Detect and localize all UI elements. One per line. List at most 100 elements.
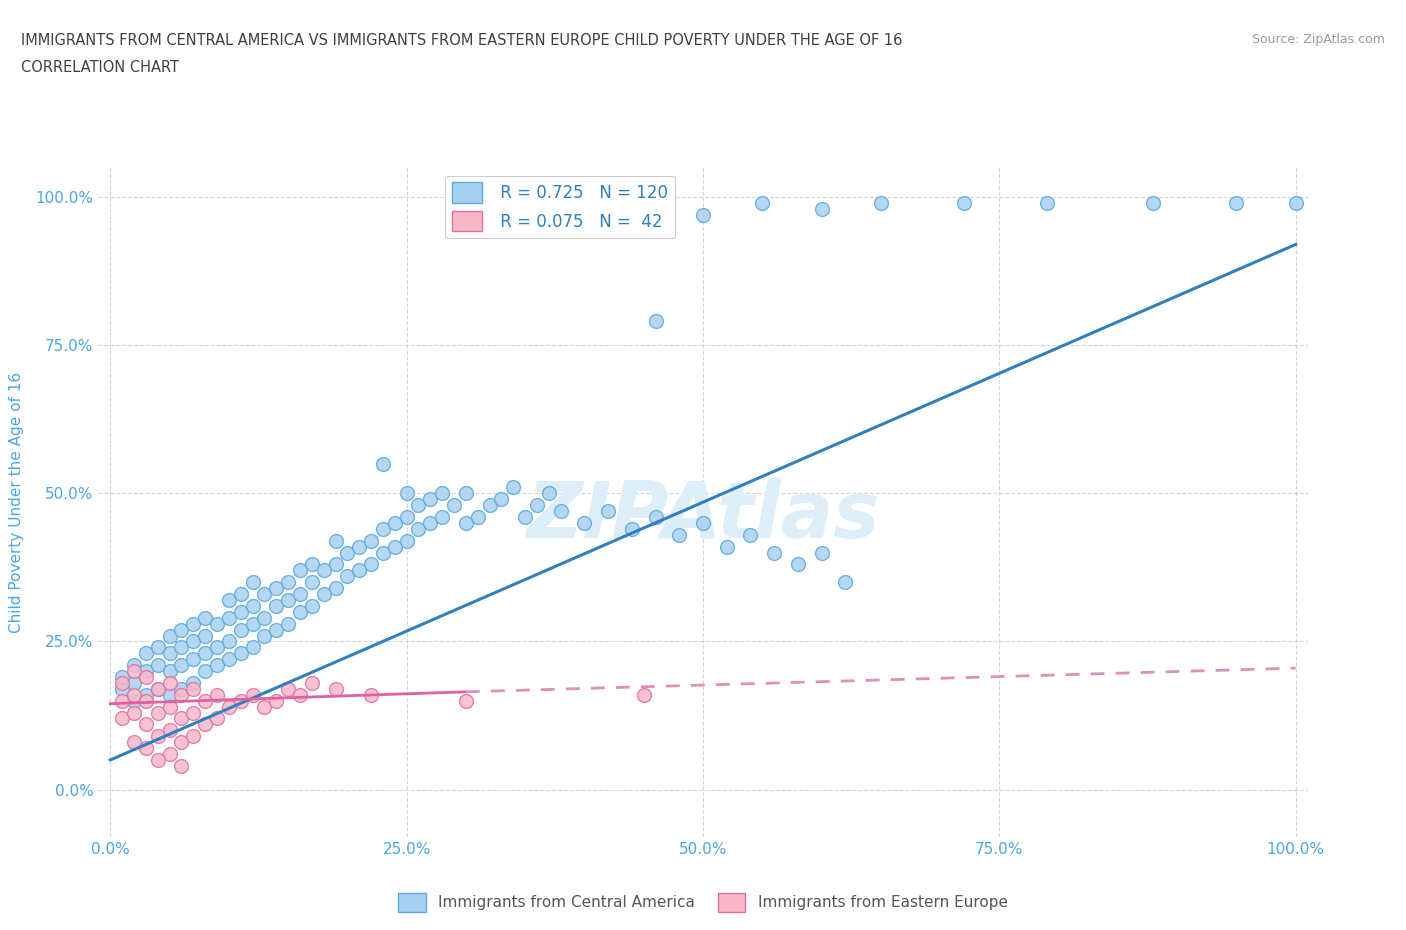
Point (170, 687, 193, 702)
Point (122, 693, 145, 708)
Point (253, 587, 276, 602)
Point (620, 522, 643, 537)
Point (454, 515, 477, 530)
Point (242, 640, 264, 655)
Point (253, 628, 276, 643)
Point (122, 675, 145, 690)
Point (952, 195, 974, 210)
Point (194, 717, 217, 732)
Point (218, 610, 240, 625)
Point (347, 563, 370, 578)
Point (716, 539, 738, 554)
Point (146, 658, 169, 672)
Point (135, 740, 157, 755)
Point (277, 617, 299, 631)
Point (253, 699, 276, 714)
Text: ZIPAtlas: ZIPAtlas (526, 478, 880, 553)
Point (384, 539, 406, 554)
Point (668, 527, 690, 542)
Point (301, 575, 323, 590)
Point (371, 545, 394, 560)
Point (170, 622, 193, 637)
Point (205, 658, 228, 672)
Point (159, 664, 181, 679)
Point (1225, 195, 1247, 210)
Point (408, 498, 430, 512)
Point (692, 515, 714, 530)
Point (395, 485, 418, 500)
Point (242, 687, 264, 702)
Point (360, 557, 382, 572)
Point (135, 693, 157, 708)
Point (810, 545, 832, 560)
Point (454, 693, 477, 708)
Point (537, 485, 560, 500)
Point (360, 687, 382, 702)
Point (277, 592, 299, 607)
Point (526, 498, 548, 512)
Point (229, 587, 252, 602)
Point (633, 687, 655, 702)
Point (194, 693, 217, 708)
Point (242, 617, 264, 631)
Point (288, 604, 311, 619)
Point (1036, 195, 1059, 210)
Point (218, 699, 240, 714)
Point (135, 687, 157, 702)
Point (205, 687, 228, 702)
Point (218, 652, 240, 667)
Text: IMMIGRANTS FROM CENTRAL AMERICA VS IMMIGRANTS FROM EASTERN EUROPE CHILD POVERTY : IMMIGRANTS FROM CENTRAL AMERICA VS IMMIG… (21, 33, 903, 47)
Point (763, 545, 786, 560)
Point (419, 492, 441, 507)
Point (277, 575, 299, 590)
Point (371, 522, 394, 537)
Point (135, 664, 157, 679)
Point (288, 563, 311, 578)
Y-axis label: Child Poverty Under the Age of 16: Child Poverty Under the Age of 16 (10, 372, 24, 632)
Point (229, 604, 252, 619)
Point (502, 480, 524, 495)
Point (122, 735, 145, 750)
Point (135, 717, 157, 732)
Point (467, 510, 489, 525)
Point (242, 599, 264, 614)
Point (135, 670, 157, 684)
Point (336, 569, 359, 584)
Point (229, 622, 252, 637)
Point (443, 498, 465, 512)
Point (264, 693, 287, 708)
Point (301, 599, 323, 614)
Point (181, 634, 204, 649)
Point (491, 492, 513, 507)
Point (432, 485, 454, 500)
Point (325, 682, 347, 697)
Point (229, 693, 252, 708)
Point (170, 735, 193, 750)
Point (264, 599, 287, 614)
Point (1285, 195, 1308, 210)
Point (170, 640, 193, 655)
Point (395, 510, 418, 525)
Point (312, 563, 335, 578)
Text: Source: ZipAtlas.com: Source: ZipAtlas.com (1251, 33, 1385, 46)
Point (395, 533, 418, 548)
Point (432, 510, 454, 525)
Point (408, 522, 430, 537)
Point (360, 533, 382, 548)
Point (347, 539, 370, 554)
Point (751, 195, 773, 210)
Point (146, 752, 169, 767)
Point (194, 628, 217, 643)
Point (181, 705, 204, 720)
Legend:  R = 0.725   N = 120,  R = 0.075   N =  42: R = 0.725 N = 120, R = 0.075 N = 42 (446, 176, 675, 238)
Point (146, 729, 169, 744)
Point (277, 682, 299, 697)
Point (159, 747, 181, 762)
Point (644, 314, 666, 329)
Point (336, 545, 359, 560)
Point (786, 557, 808, 572)
Point (598, 504, 620, 519)
Point (550, 504, 572, 519)
Point (288, 587, 311, 602)
Point (205, 711, 228, 726)
